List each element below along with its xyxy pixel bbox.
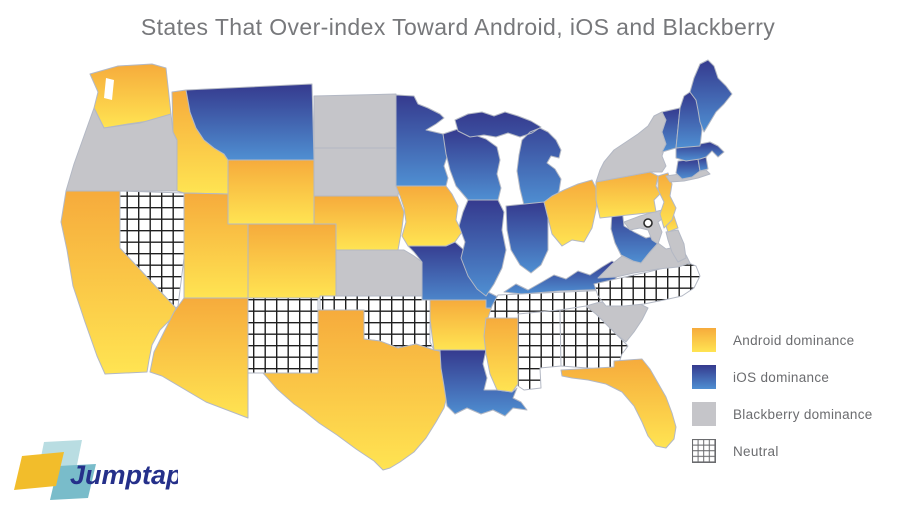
state-iowa[interactable] — [395, 185, 463, 247]
legend: Android dominance iOS dominance Blackber… — [692, 328, 873, 463]
state-new-mexico[interactable] — [247, 297, 319, 374]
jumptap-logo: Jumptap — [14, 440, 178, 500]
blackberry-swatch-icon — [692, 402, 716, 426]
state-north-dakota[interactable] — [313, 93, 399, 149]
state-ohio[interactable] — [543, 179, 599, 247]
state-colorado[interactable] — [247, 223, 337, 299]
state-maine[interactable] — [689, 59, 733, 133]
logo-yellow-shape — [14, 452, 64, 490]
state-texas[interactable] — [262, 309, 449, 471]
state-florida[interactable] — [560, 358, 677, 449]
state-wisconsin[interactable] — [442, 128, 502, 201]
puget-sound — [104, 78, 114, 100]
legend-item-android: Android dominance — [692, 328, 873, 352]
state-minnesota[interactable] — [395, 94, 449, 187]
state-north-carolina[interactable] — [593, 261, 701, 307]
legend-label-neutral: Neutral — [733, 443, 779, 459]
state-indiana[interactable] — [505, 201, 549, 274]
state-pennsylvania[interactable] — [595, 171, 661, 219]
state-montana[interactable] — [185, 83, 315, 161]
state-illinois[interactable] — [458, 199, 507, 297]
state-louisiana[interactable] — [439, 349, 528, 417]
state-wyoming[interactable] — [227, 159, 315, 225]
state-mississippi[interactable] — [483, 317, 519, 393]
state-alabama[interactable] — [517, 309, 562, 391]
state-missouri[interactable] — [407, 241, 503, 309]
neutral-swatch-icon — [692, 439, 716, 463]
state-west-virginia[interactable] — [610, 207, 659, 264]
android-swatch-icon — [692, 328, 716, 352]
state-kansas[interactable] — [335, 249, 423, 297]
state-south-dakota[interactable] — [313, 147, 403, 197]
legend-item-ios: iOS dominance — [692, 365, 873, 389]
ios-swatch-icon — [692, 365, 716, 389]
state-kentucky[interactable] — [503, 260, 623, 295]
legend-label-ios: iOS dominance — [733, 369, 830, 385]
logo-wordmark: Jumptap — [70, 460, 178, 490]
logo-steel-teal-shape — [50, 464, 96, 500]
state-michigan[interactable] — [454, 111, 562, 206]
legend-label-android: Android dominance — [733, 332, 855, 348]
legend-item-blackberry: Blackberry dominance — [692, 402, 873, 426]
legend-label-blackberry: Blackberry dominance — [733, 406, 873, 422]
dc-marker[interactable] — [643, 218, 653, 228]
legend-item-neutral: Neutral — [692, 439, 873, 463]
page-title: States That Over-index Toward Android, i… — [140, 14, 776, 40]
